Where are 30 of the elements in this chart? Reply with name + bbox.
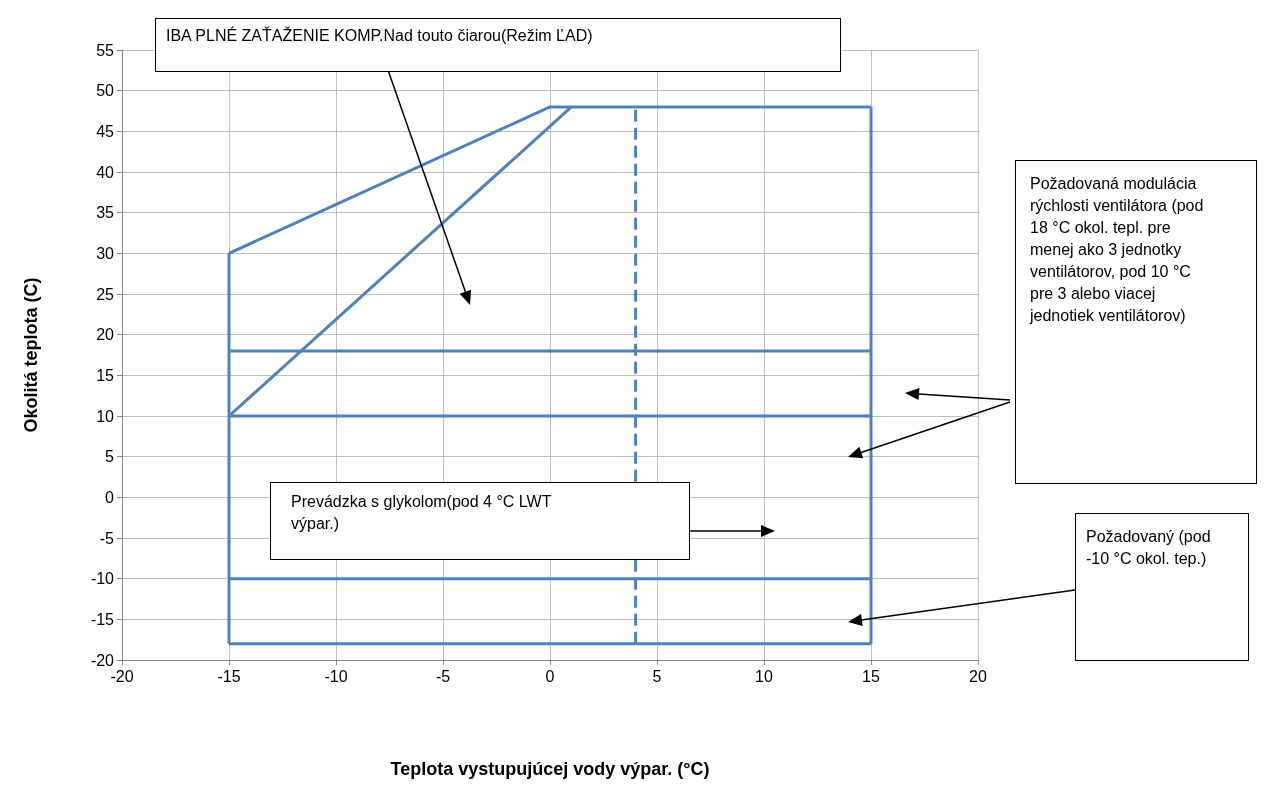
callout-box: Požadovaná modulácia rýchlosti ventilátora (pod 18 °C okol. tepl. pre menej ako 3 jednotky ventilátorov, pod 10 °C pre 3 alebo viacej jednotiek ventilátorov) [1015,160,1257,484]
x-tick-label: -5 [435,667,451,685]
y-tick-label: 30 [96,244,115,262]
y-tick-label: 0 [105,488,115,506]
y-tick-label: 20 [96,326,115,344]
y-tick-label: -20 [90,651,115,669]
x-axis-title: Teplota vystupujúcej vody výpar. (°C) [390,759,710,779]
y-tick-label: 55 [96,41,115,59]
y-tick-label: 45 [96,122,115,140]
y-tick-label: 10 [96,407,115,425]
callout-box: Prevádzka s glykolom(pod 4 °C LWT výpar.) [270,482,690,560]
y-tick-label: 40 [96,163,115,181]
callout-box: Požadovaný (pod -10 °C okol. tep.) [1075,513,1249,661]
x-tick-label: 0 [545,667,555,685]
x-tick-label: 10 [755,667,773,685]
y-tick-label: 15 [96,366,115,384]
x-tick-label: -15 [217,667,241,685]
y-axis-title: Okolitá teplota (C) [21,277,41,433]
callout-box: IBA PLNÉ ZAŤAŽENIE KOMP.Nad touto čiarou(Režim ĽAD) [155,18,841,72]
x-tick-label: -10 [324,667,348,685]
y-tick-label: 35 [96,204,115,222]
y-tick-label: -15 [90,610,115,628]
y-tick-label: 25 [96,285,115,303]
x-tick-label: 20 [969,667,987,685]
y-tick-label: -10 [90,570,115,588]
y-tick-label: 50 [96,82,115,100]
x-tick-label: 5 [652,667,662,685]
x-tick-label: 15 [862,667,880,685]
y-tick-label: 5 [105,448,115,466]
y-tick-label: -5 [99,529,115,547]
